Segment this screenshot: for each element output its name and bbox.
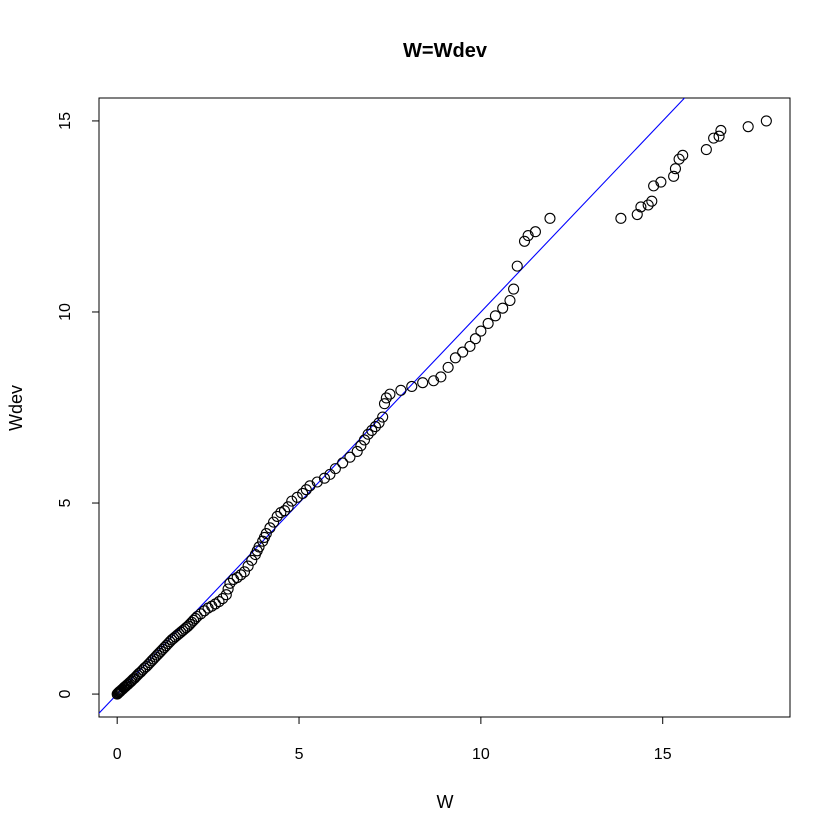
data-point xyxy=(497,302,509,314)
data-point xyxy=(378,398,391,410)
data-point xyxy=(615,212,627,224)
y-axis: 0 5 10 15 xyxy=(57,112,100,699)
data-point xyxy=(475,325,487,337)
x-axis-label: W xyxy=(437,792,454,812)
data-point xyxy=(297,487,309,500)
data-point xyxy=(337,457,349,469)
data-point xyxy=(344,451,356,463)
y-tick-label: 15 xyxy=(57,112,74,130)
data-point xyxy=(669,163,681,175)
data-point xyxy=(544,212,556,224)
x-tick-label: 10 xyxy=(472,746,490,763)
y-tick-label: 0 xyxy=(57,690,74,699)
data-point xyxy=(318,472,331,484)
data-point xyxy=(469,333,481,345)
x-axis: 0 5 10 15 xyxy=(113,716,672,763)
plot-area-frame xyxy=(98,97,791,718)
data-point xyxy=(195,608,207,620)
data-point xyxy=(291,491,303,503)
data-point xyxy=(329,463,341,475)
data-point xyxy=(351,445,363,457)
y-tick-label: 10 xyxy=(57,303,74,321)
data-point xyxy=(673,153,685,165)
data-point xyxy=(260,528,272,540)
data-point xyxy=(209,598,221,610)
data-point xyxy=(428,375,440,387)
data-point xyxy=(635,201,647,213)
data-point xyxy=(395,384,407,396)
data-point xyxy=(504,294,516,307)
data-point xyxy=(206,600,218,612)
chart-title: W=Wdev xyxy=(403,40,488,62)
x-tick-label: 0 xyxy=(113,746,122,763)
data-point xyxy=(508,283,520,295)
data-point xyxy=(648,180,660,192)
data-point xyxy=(482,317,494,329)
data-point xyxy=(366,424,378,436)
data-point xyxy=(268,516,280,528)
data-point xyxy=(286,495,298,507)
data-point xyxy=(253,541,265,553)
data-point xyxy=(380,392,392,404)
data-point xyxy=(700,144,712,156)
data-point xyxy=(362,428,374,440)
data-point xyxy=(715,124,727,137)
data-point xyxy=(358,434,371,446)
data-point xyxy=(213,596,225,608)
data-point xyxy=(518,235,531,247)
data-point xyxy=(646,195,658,207)
y-tick-label: 5 xyxy=(57,498,74,507)
data-point xyxy=(246,554,258,566)
data-point xyxy=(311,476,323,488)
data-point xyxy=(529,226,541,238)
data-point xyxy=(235,569,247,581)
data-point xyxy=(489,310,501,322)
data-point xyxy=(304,480,316,492)
data-point xyxy=(126,675,138,687)
data-point xyxy=(406,380,418,393)
data-point xyxy=(522,230,534,242)
data-point xyxy=(300,484,312,496)
data-point xyxy=(282,501,294,513)
data-point xyxy=(217,592,229,605)
x-tick-label: 5 xyxy=(295,746,304,763)
data-point xyxy=(464,340,476,352)
data-point xyxy=(127,673,139,685)
data-point xyxy=(224,577,236,589)
y-axis-label: Wdev xyxy=(6,385,26,431)
data-point xyxy=(384,388,396,400)
data-points xyxy=(111,115,772,700)
data-point xyxy=(191,610,203,623)
data-point xyxy=(442,361,454,373)
data-point xyxy=(220,589,232,601)
data-point xyxy=(417,377,429,389)
data-point xyxy=(231,571,243,584)
data-point xyxy=(449,352,461,364)
data-point xyxy=(760,115,772,127)
data-point xyxy=(742,121,754,133)
x-tick-label: 15 xyxy=(654,746,672,763)
data-point xyxy=(238,566,251,578)
data-point xyxy=(373,417,385,429)
data-point xyxy=(511,260,523,272)
data-point xyxy=(369,421,381,433)
data-point xyxy=(708,132,720,144)
data-point xyxy=(655,176,667,188)
data-point xyxy=(242,560,254,572)
data-point xyxy=(435,371,447,383)
data-point xyxy=(264,522,276,534)
data-point xyxy=(677,149,689,161)
data-point xyxy=(222,583,234,595)
data-point xyxy=(377,411,389,423)
data-point xyxy=(355,440,367,452)
data-point xyxy=(668,170,680,182)
data-point xyxy=(271,510,283,522)
data-point xyxy=(713,130,725,142)
data-point xyxy=(188,614,200,626)
data-point xyxy=(457,346,469,358)
data-point xyxy=(278,505,291,517)
data-point xyxy=(642,199,654,211)
